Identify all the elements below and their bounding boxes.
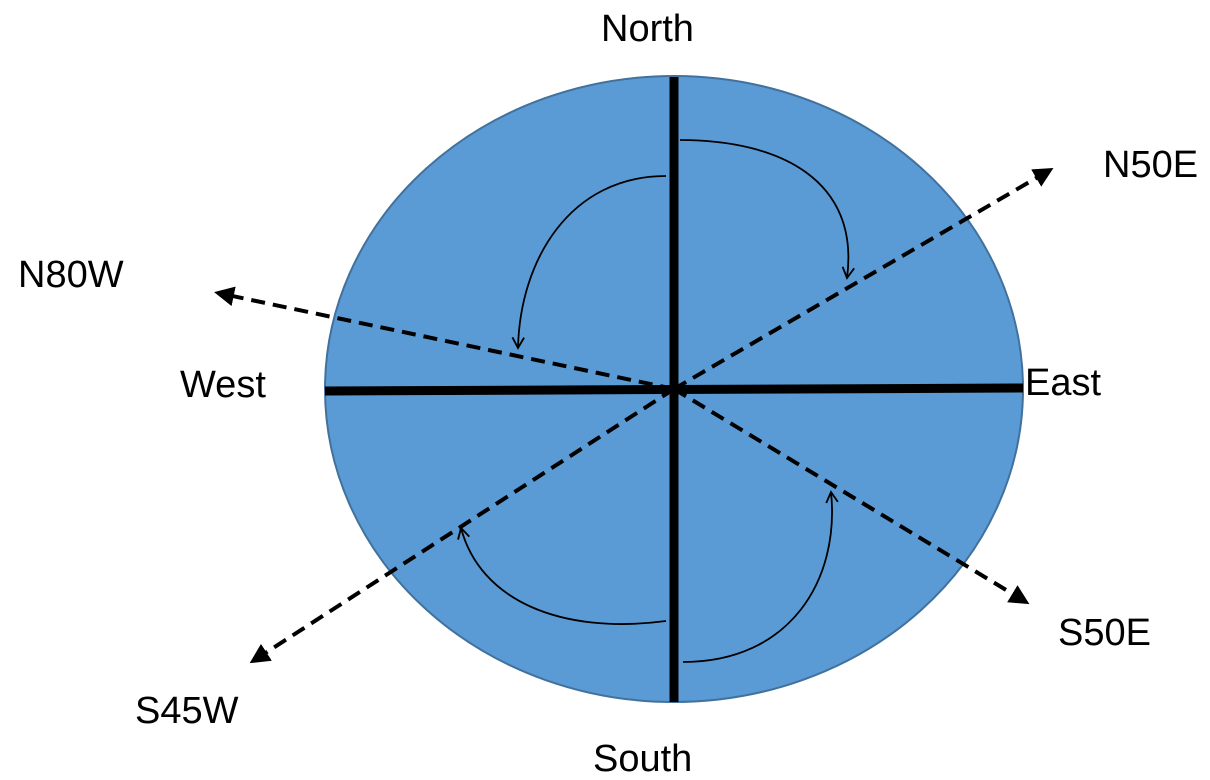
s45w-label: S45W [135,690,239,732]
s45w-angle-arc [457,526,667,625]
s50e-bearing-line [672,387,1030,605]
n50e-angle-arc [679,139,855,280]
n50e-bearing-line [672,167,1054,391]
s45w-bearing-line [249,387,676,664]
east-west-axis [324,383,1024,396]
west-label: West [180,364,266,406]
n80w-angle-arc [511,175,667,350]
s50e-label: S50E [1058,612,1151,654]
s50e-angle-arc [682,490,839,663]
n80w-label: N80W [18,254,124,296]
east-label: East [1025,362,1102,404]
n80w-bearing-line [214,286,675,391]
n50e-label: N50E [1103,144,1199,186]
south-label: South [593,738,693,780]
north-label: North [601,8,694,50]
